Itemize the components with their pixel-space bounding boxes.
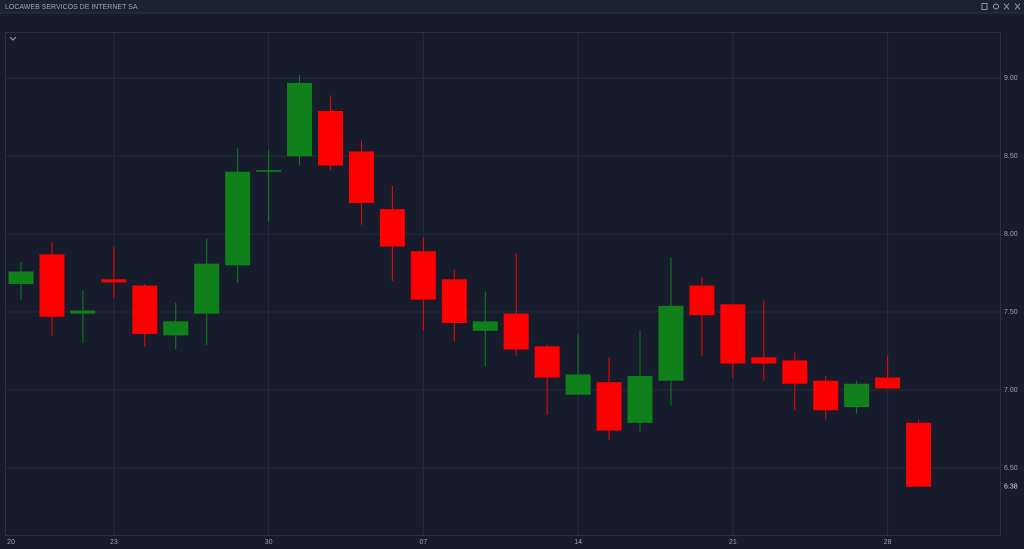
plot-frame	[5, 32, 1001, 536]
x-tick-label: 28	[884, 539, 892, 546]
window-controls[interactable]	[981, 3, 1021, 10]
candle-body	[627, 375, 653, 423]
candle-body	[410, 251, 436, 300]
candle-body	[503, 313, 529, 350]
y-tick-label: 8.00	[1004, 231, 1018, 238]
candle-body	[379, 209, 405, 247]
candle-body	[287, 82, 313, 157]
candle-body	[751, 357, 777, 364]
last-price-label: 6.38	[1004, 484, 1018, 491]
y-tick-label: 6.50	[1004, 465, 1018, 472]
candle-body	[534, 346, 560, 378]
y-tick-label: 9.00	[1004, 75, 1018, 82]
close-button[interactable]	[1014, 3, 1021, 10]
collapse-chevron[interactable]	[9, 36, 17, 41]
candle-body	[472, 321, 498, 331]
candle-body	[720, 304, 746, 364]
candle-body	[194, 263, 220, 314]
candle-body	[906, 422, 932, 487]
candle-body	[782, 360, 808, 384]
restore-button[interactable]	[981, 3, 988, 10]
candle-body	[318, 110, 343, 166]
resize-button[interactable]	[1003, 3, 1010, 10]
candle-body	[225, 171, 251, 266]
x-tick-label: 14	[574, 539, 582, 546]
candle-body	[844, 383, 870, 408]
y-tick-label: 7.00	[1004, 387, 1018, 394]
x-tick-label: 23	[110, 539, 118, 546]
candle-body	[813, 380, 839, 411]
candle-body	[596, 382, 622, 431]
y-tick-label: 7.50	[1004, 309, 1018, 316]
window-title: LOCAWEB SERVICOS DE INTERNET SA	[5, 4, 138, 11]
candle-body	[348, 151, 374, 203]
candle-body	[658, 305, 684, 381]
x-tick-label: 20	[7, 539, 15, 546]
candle-body	[441, 279, 467, 323]
candle-body	[163, 321, 189, 336]
candle-body	[132, 285, 158, 334]
x-tick-label: 21	[729, 539, 737, 546]
settings-button[interactable]	[993, 3, 999, 10]
candle-body	[8, 271, 34, 284]
candle-body	[689, 285, 715, 316]
candle-body	[70, 310, 96, 314]
x-tick-label: 30	[265, 539, 273, 546]
title-bar	[0, 0, 1024, 13]
candle-body	[565, 374, 591, 395]
candle-body	[875, 377, 901, 389]
candle-body	[39, 254, 65, 317]
x-tick-label: 07	[419, 539, 427, 546]
candle-body	[256, 170, 282, 172]
y-tick-label: 8.50	[1004, 153, 1018, 160]
candle-body	[101, 279, 127, 283]
